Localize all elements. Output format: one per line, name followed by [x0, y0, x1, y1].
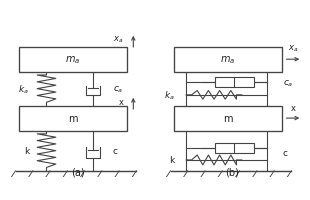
- Bar: [215, 78, 254, 88]
- Bar: [19, 106, 127, 131]
- Bar: [215, 143, 254, 153]
- Text: $x_a$: $x_a$: [288, 43, 298, 54]
- Text: c: c: [112, 146, 117, 155]
- Text: m: m: [223, 114, 232, 123]
- Text: $k_a$: $k_a$: [18, 83, 29, 95]
- Text: c: c: [283, 148, 288, 157]
- Text: $c_a$: $c_a$: [283, 78, 294, 88]
- Text: m: m: [68, 114, 78, 123]
- Text: $m_a$: $m_a$: [220, 54, 235, 66]
- Text: (b): (b): [226, 166, 239, 176]
- Bar: [19, 48, 127, 72]
- Text: k: k: [170, 156, 175, 165]
- Bar: [174, 106, 282, 131]
- Bar: [174, 48, 282, 72]
- Text: x: x: [118, 97, 123, 106]
- Text: $m_a$: $m_a$: [65, 54, 80, 66]
- Text: $k_a$: $k_a$: [164, 89, 174, 102]
- Text: x: x: [290, 103, 295, 112]
- Text: $x_a$: $x_a$: [113, 34, 123, 44]
- Text: (a): (a): [71, 166, 84, 176]
- Text: $c_a$: $c_a$: [113, 84, 123, 94]
- Text: k: k: [24, 146, 29, 155]
